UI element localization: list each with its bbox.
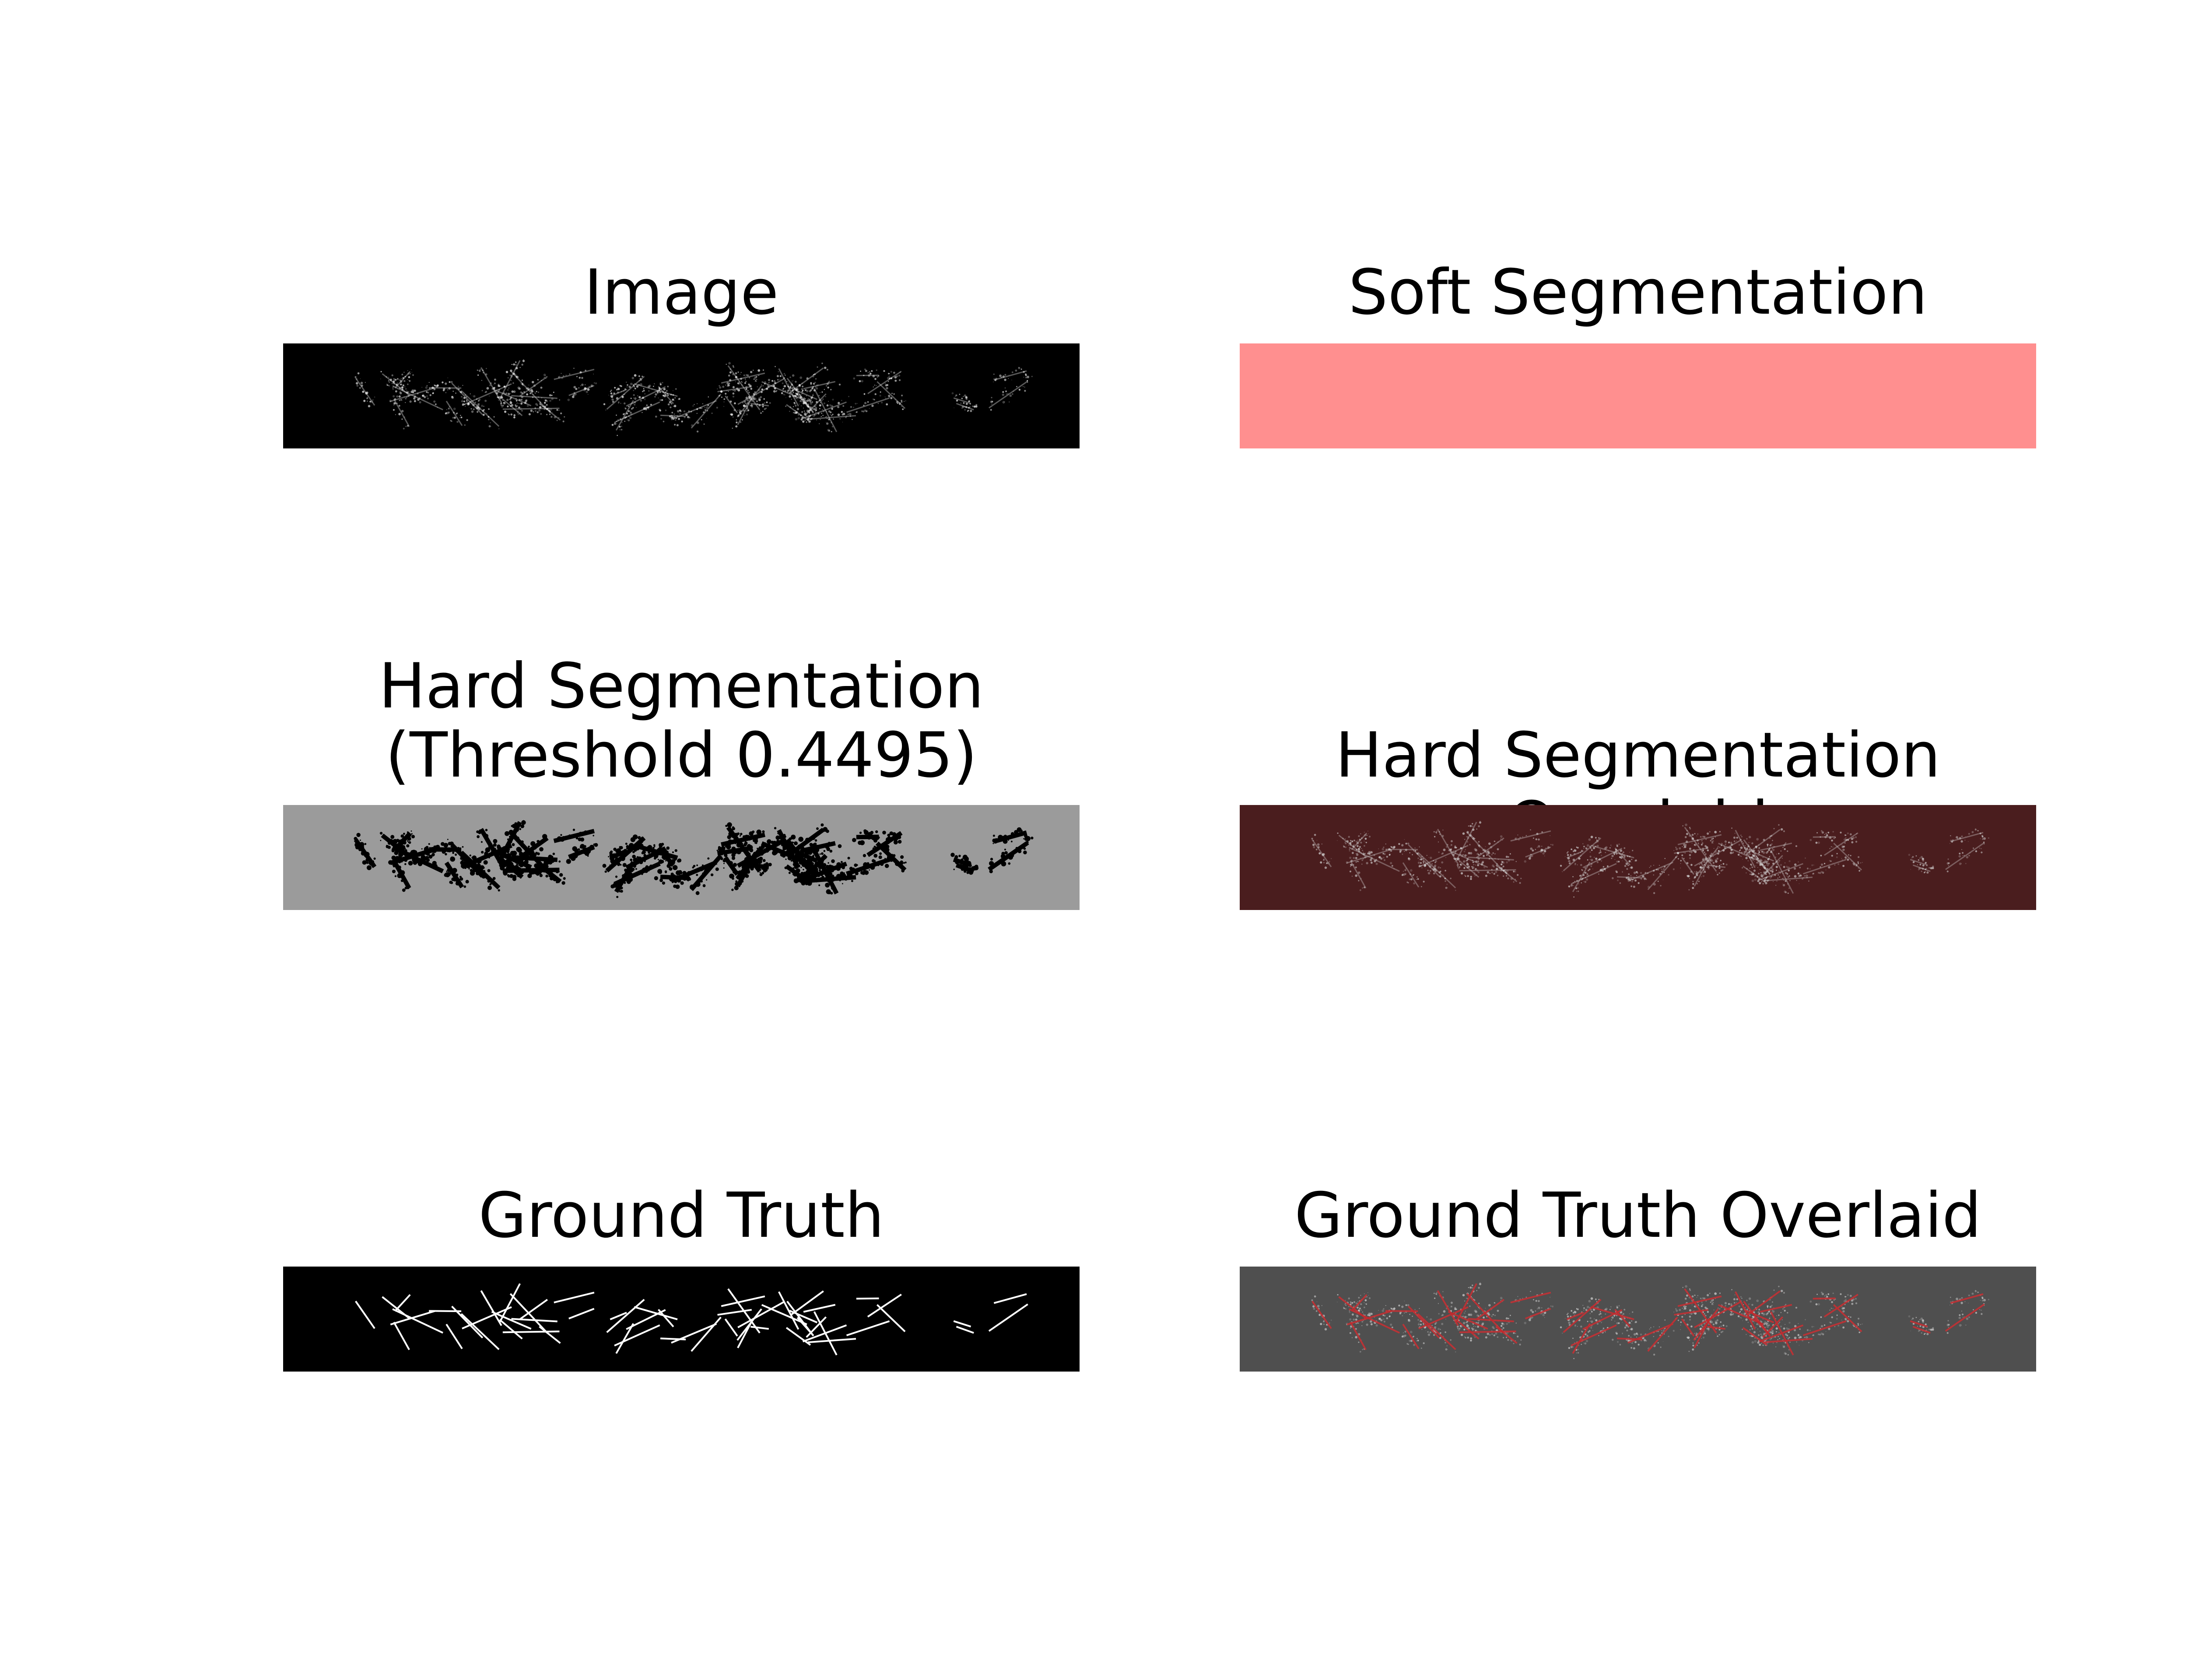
panel-title-ground-truth-overlaid: Ground Truth Overlaid	[1294, 1180, 1982, 1252]
panel-canvas	[1240, 1267, 2036, 1372]
panel-background	[283, 343, 1080, 448]
panel-texture	[354, 359, 1033, 436]
panel-canvas	[283, 805, 1080, 910]
panel-background	[1240, 1267, 2036, 1372]
panel-image-hard-segmentation-overlaid	[1240, 805, 2036, 910]
panel-canvas	[1240, 343, 2036, 448]
panel-canvas	[283, 1267, 1080, 1372]
panel-texture	[1311, 820, 1989, 898]
panel-image-ground-truth	[283, 1267, 1080, 1372]
panel-background	[1240, 805, 2036, 910]
panel-image-hard-segmentation	[283, 805, 1080, 910]
panel-texture	[1311, 1282, 1989, 1359]
panel-canvas	[1240, 805, 2036, 910]
panel-image-soft-segmentation	[1240, 343, 2036, 448]
panel-texture	[354, 820, 1034, 898]
panel-image-ground-truth-overlaid	[1240, 1267, 2036, 1372]
panel-title-image: Image	[584, 256, 779, 329]
panel-title-ground-truth: Ground Truth	[478, 1180, 884, 1252]
panel-canvas	[283, 343, 1080, 448]
panel-background	[1240, 343, 2036, 448]
panel-image-image	[283, 343, 1080, 448]
panel-title-soft-segmentation: Soft Segmentation	[1348, 256, 1928, 329]
panel-title-hard-segmentation: Hard Segmentation (Threshold 0.4495)	[379, 650, 984, 791]
panel-background	[283, 1267, 1080, 1372]
panel-texture	[355, 1283, 1028, 1356]
